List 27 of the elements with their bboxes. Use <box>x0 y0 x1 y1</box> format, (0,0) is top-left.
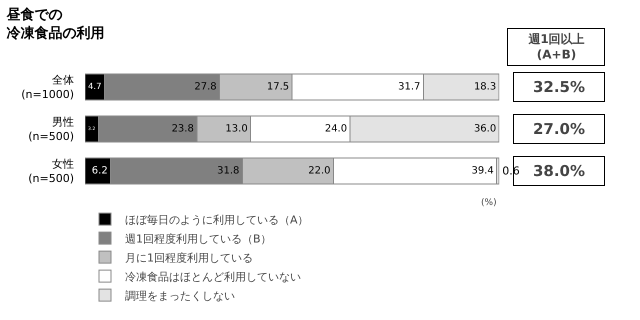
legend-label: 冷凍食品はほとんど利用していない <box>125 270 301 284</box>
y-tick-label: 女性 (n=500) <box>28 158 74 185</box>
text: 38.0% <box>532 162 586 180</box>
text: (%) <box>481 198 497 208</box>
data-label: 17.5 <box>266 82 290 92</box>
data-label: 39.4 <box>471 166 494 176</box>
data-label: 36.0 <box>474 124 496 134</box>
text: 32.5% <box>532 78 586 96</box>
data-label: 4.7 <box>88 81 102 92</box>
y-tick-label: 男性 (n=500) <box>28 116 74 143</box>
data-label: 22.0 <box>308 166 331 176</box>
data-label: 6.2 <box>92 166 108 176</box>
chart-title: 昼食での冷凍食品の利用 <box>5 7 104 42</box>
data-label: 13.0 <box>225 124 248 134</box>
text: 週1回以上 (A+B) <box>527 32 585 62</box>
data-label: 23.8 <box>172 124 194 134</box>
legend-label: 週1回程度利用している（B） <box>125 232 272 246</box>
text: 27.0% <box>532 120 586 138</box>
data-label: 27.8 <box>194 82 217 92</box>
data-label: 24.0 <box>324 124 348 134</box>
data-label: 31.7 <box>398 82 420 92</box>
y-tick-label: 全体 (n=1000) <box>21 74 74 101</box>
legend-label: 調理をまったくしない <box>125 289 235 302</box>
data-label: 18.3 <box>474 82 496 92</box>
data-label: 31.8 <box>217 166 240 176</box>
legend-label: ほぼ毎日のように利用している（A） <box>125 213 309 226</box>
legend-label: 月に1回程度利用している <box>125 251 253 264</box>
